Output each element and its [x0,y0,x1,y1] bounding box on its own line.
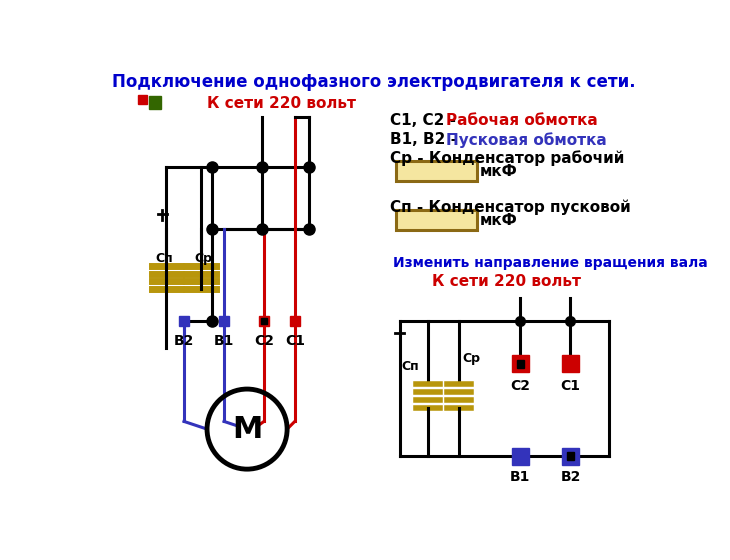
Text: В1, В2 -: В1, В2 - [390,132,462,147]
Bar [261,318,267,324]
Bar [148,96,161,109]
Text: Сп: Сп [401,360,419,373]
Text: К сети 220 вольт: К сети 220 вольт [207,96,356,111]
Bar [138,95,147,104]
Text: Ср: Ср [463,352,480,365]
Text: С1: С1 [561,379,580,393]
Text: мкФ: мкФ [480,213,518,228]
Text: Сп: Сп [156,252,174,265]
Text: С1: С1 [285,334,305,348]
Text: Подключение однофазного электродвигателя к сети.: Подключение однофазного электродвигателя… [112,73,636,91]
Bar [517,360,524,367]
Bar [512,355,529,372]
Text: мкФ: мкФ [480,164,518,179]
Text: В1: В1 [214,334,234,348]
Bar [562,447,579,465]
Text: Ср - Конденсатор рабочий: Ср - Конденсатор рабочий [390,151,624,166]
Text: С2: С2 [254,334,274,348]
Text: Сп - Конденсатор пусковой: Сп - Конденсатор пусковой [390,200,630,215]
Bar [259,316,269,326]
Bar [396,161,477,181]
Text: Ср: Ср [194,252,212,265]
Text: К сети 220 вольт: К сети 220 вольт [432,274,581,288]
Text: В1: В1 [510,470,531,484]
Text: С2: С2 [510,379,531,393]
Bar [562,355,579,372]
Bar [396,211,477,231]
Bar [566,452,575,460]
Text: В2: В2 [561,470,580,484]
Text: Рабочая обмотка: Рабочая обмотка [446,113,597,128]
Text: М: М [232,414,262,444]
Bar [219,316,229,326]
Text: В2: В2 [174,334,194,348]
Bar [180,316,189,326]
Bar [291,316,300,326]
Text: Изменить направление вращения вала: Изменить направление вращения вала [393,256,708,270]
Text: С1, С2 -: С1, С2 - [390,113,461,128]
Bar [512,447,529,465]
Text: Пусковая обмотка: Пусковая обмотка [446,132,607,148]
